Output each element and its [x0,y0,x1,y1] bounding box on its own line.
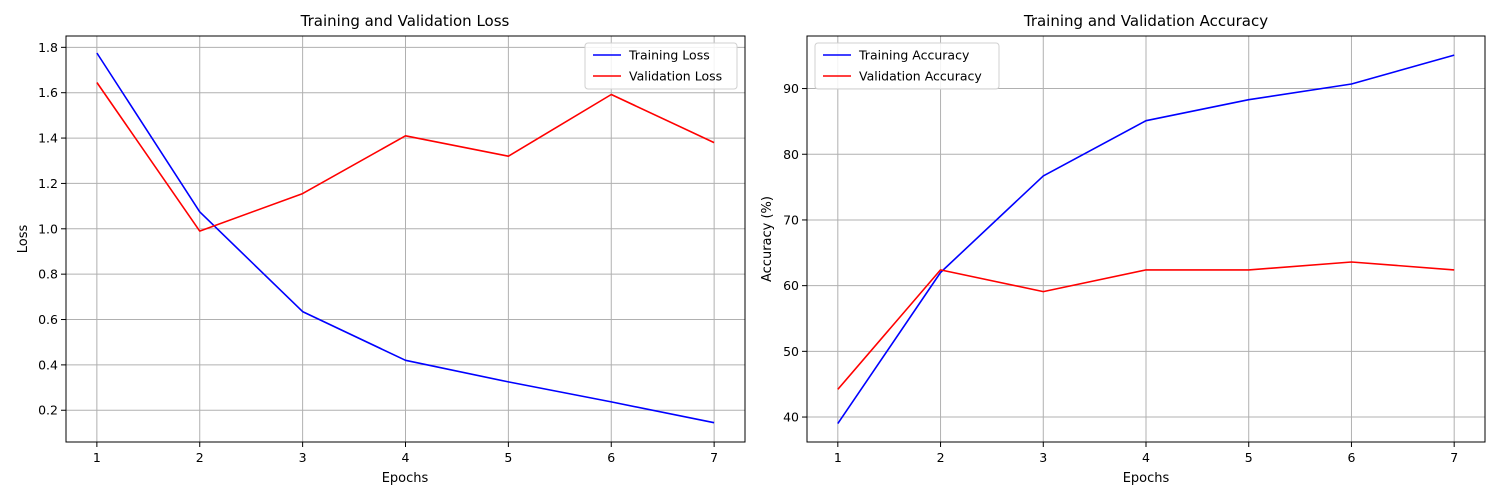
y-tick-label: 40 [783,410,799,425]
legend-box [814,42,1000,90]
y-tick-label: 1.6 [38,85,58,100]
y-tick-label: 1.8 [38,40,58,55]
x-tick-label: 1 [93,450,101,465]
y-tick-label: 80 [783,147,799,162]
ticks: 1 2 3 4 5 6 7 40 50 60 70 80 90 [783,81,1458,465]
loss-chart: Training and Validation Loss Epochs Loss… [16,12,746,486]
chart-title: Training and Validation Accuracy [1023,12,1268,30]
x-tick-label: 7 [710,450,718,465]
x-tick-label: 3 [299,450,307,465]
x-tick-label: 6 [1347,450,1355,465]
y-tick-label: 90 [783,81,799,96]
series-line-0 [96,52,715,424]
x-tick-label: 2 [937,450,945,465]
legend: Training Accuracy Validation Accuracy [814,42,1000,90]
y-tick-label: 0.6 [38,312,58,327]
y-tick-label: 1.2 [38,176,58,191]
x-tick-label: 6 [607,450,615,465]
x-tick-label: 1 [834,450,842,465]
series-lines [96,52,715,424]
y-tick-label: 0.4 [38,357,58,372]
y-tick-label: 1.4 [38,131,58,146]
y-tick-label: 60 [783,278,799,293]
legend-label-0: Training Accuracy [858,48,970,63]
legend-label-0: Training Loss [628,48,710,63]
series-line-0 [837,54,1455,425]
legend-label-1: Validation Accuracy [859,69,982,84]
x-tick-label: 4 [1142,450,1150,465]
y-axis-label: Accuracy (%) [760,196,775,282]
x-tick-label: 7 [1450,450,1458,465]
y-tick-label: 0.8 [38,267,58,282]
x-tick-label: 2 [196,450,204,465]
series-line-1 [837,261,1455,390]
y-tick-label: 70 [783,212,799,227]
legend: Training Loss Validation Loss [584,42,738,90]
ticks: 1 2 3 4 5 6 7 0.2 0.4 0.6 0.8 1.0 1.2 1.4 1.6 1.8 [38,40,718,465]
plot-frame [65,35,746,443]
plot-frame [806,35,1486,443]
y-tick-label: 1.0 [38,221,58,236]
x-axis-label: Epochs [382,471,429,486]
y-tick-label: 0.2 [38,403,58,418]
accuracy-chart: Training and Validation Accuracy Epochs … [760,12,1486,486]
x-tick-label: 5 [504,450,512,465]
y-axis-label: Loss [16,225,31,254]
grid [807,36,1485,442]
series-line-1 [96,82,715,232]
legend-box [584,42,738,90]
x-axis-label: Epochs [1123,471,1170,486]
series-lines [837,54,1455,425]
y-tick-label: 50 [783,344,799,359]
x-tick-label: 4 [402,450,410,465]
x-tick-label: 5 [1245,450,1253,465]
x-tick-label: 3 [1039,450,1047,465]
chart-title: Training and Validation Loss [300,12,510,30]
grid [66,36,745,442]
legend-label-1: Validation Loss [629,69,722,84]
